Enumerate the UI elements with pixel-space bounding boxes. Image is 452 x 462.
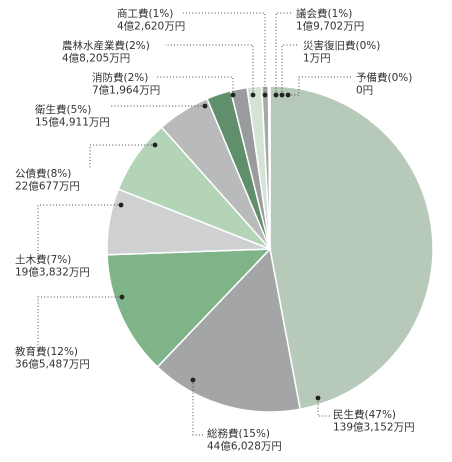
slice-11-leader-line (288, 76, 352, 96)
slice-10-category-label: 災害復旧費(0%) (303, 39, 380, 52)
slice-2-amount-label: 36億5,487万円 (15, 358, 90, 371)
slice-11-leader-dot (285, 92, 291, 98)
slice-0-leader-dot (315, 395, 321, 401)
slice-6-category-label: 消防費(2%) (92, 71, 148, 84)
slice-9-category-label: 議会費(1%) (296, 7, 352, 20)
slice-0-amount-label: 139億3,152万円 (333, 421, 415, 434)
slice-5-leader-dot (202, 103, 208, 109)
slice-10-leader-dot (279, 92, 285, 98)
slice-10-災害復旧費 (267, 85, 271, 250)
slice-3-leader-dot (118, 202, 124, 208)
slice-9-leader-dot (273, 92, 279, 98)
slice-2-leader-dot (119, 294, 125, 300)
slice-5-category-label: 衛生費(5%) (35, 103, 91, 116)
slice-11-amount-label: 0円 (356, 85, 373, 97)
slice-8-leader-dot (262, 92, 268, 98)
slice-1-amount-label: 44億6,028万円 (207, 440, 282, 453)
leader-lines (37, 12, 352, 436)
slice-10-amount-label: 1万円 (303, 53, 331, 65)
slice-7-leader-line (165, 44, 254, 95)
slice-4-category-label: 公債費(8%) (15, 167, 71, 180)
slice-labels: 民生費(47%)139億3,152万円 総務費(15%)44億6,028万円 教育費… (15, 7, 415, 453)
slice-8-amount-label: 4億2,620万円 (117, 20, 185, 33)
slice-1-総務費 (156, 247, 301, 413)
slice-8-category-label: 商工費(1%) (117, 7, 173, 20)
slice-2-教育費 (106, 248, 272, 368)
slice-4-leader-dot (152, 142, 158, 148)
slice-0-category-label: 民生費(47%) (333, 408, 396, 421)
slice-1-leader-line (192, 380, 205, 436)
slice-5-amount-label: 15億4,911万円 (35, 116, 110, 129)
slice-9-amount-label: 1億9,702万円 (296, 20, 364, 33)
slice-7-leader-dot (250, 92, 256, 98)
slice-7-category-label: 農林水産業費(2%) (62, 39, 150, 52)
slice-0-民生費 (269, 85, 434, 411)
pie-slices (106, 85, 434, 413)
slice-3-category-label: 土木費(7%) (15, 253, 71, 266)
slice-7-amount-label: 4億8,205万円 (62, 52, 130, 65)
slice-8-leader-line (183, 12, 266, 95)
slice-6-amount-label: 7億1,964万円 (92, 84, 160, 97)
slice-1-leader-dot (190, 377, 196, 383)
slice-3-amount-label: 19億3,832万円 (15, 266, 90, 279)
slice-9-leader-line (275, 12, 292, 95)
slice-11-category-label: 予備費(0%) (356, 71, 412, 84)
slice-0-leader-line (317, 398, 330, 417)
slice-10-leader-line (281, 44, 299, 95)
slice-4-amount-label: 22億677万円 (15, 180, 80, 193)
slice-6-leader-line (155, 76, 234, 95)
slice-6-leader-dot (230, 92, 236, 98)
slice-1-category-label: 総務費(15%) (207, 427, 270, 440)
slice-2-category-label: 教育費(12%) (15, 345, 78, 358)
slice-4-leader-line (89, 144, 155, 169)
slice-2-leader-line (37, 296, 122, 347)
